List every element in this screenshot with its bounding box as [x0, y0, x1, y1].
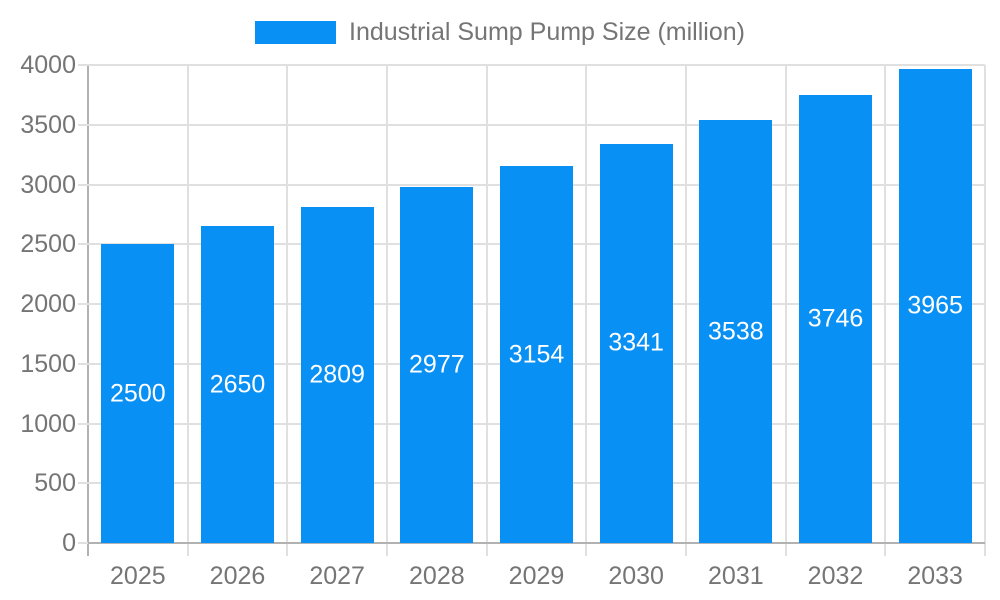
x-axis-label: 2029 [508, 562, 565, 590]
y-gridline [88, 123, 985, 126]
x-axis-label: 2025 [110, 562, 166, 590]
bar[interactable]: 2809 [300, 207, 374, 543]
y-axis-tick [78, 542, 88, 544]
y-axis-line [87, 65, 89, 556]
bar[interactable]: 3538 [699, 120, 773, 543]
x-gridline [485, 65, 488, 556]
bar-value-label: 3746 [807, 304, 864, 333]
y-axis-tick [78, 362, 88, 365]
y-axis-label: 2500 [20, 230, 76, 259]
bar-value-label: 2500 [110, 379, 166, 408]
bar-value-label: 2650 [209, 370, 266, 399]
x-gridline [784, 65, 787, 556]
bar-value-label: 3538 [708, 317, 764, 346]
y-axis-tick [78, 243, 88, 246]
y-axis-tick [78, 64, 88, 66]
bar[interactable]: 2977 [400, 187, 474, 543]
y-axis-tick [78, 123, 88, 126]
bar-value-label: 3965 [907, 291, 963, 320]
x-gridline [585, 65, 588, 556]
x-axis-label: 2031 [708, 562, 764, 590]
x-axis-baseline [88, 542, 985, 544]
y-axis-label: 3000 [20, 170, 76, 199]
x-axis-label: 2027 [309, 562, 365, 590]
bar[interactable]: 3341 [599, 143, 673, 543]
y-axis-label: 0 [62, 529, 76, 557]
y-axis-label: 1500 [20, 349, 76, 378]
x-gridline [186, 65, 189, 556]
x-gridline [984, 65, 986, 556]
bar-value-label: 2809 [309, 360, 365, 389]
legend-label: Industrial Sump Pump Size (million) [349, 17, 745, 46]
y-axis-label: 4000 [20, 51, 76, 79]
bar-value-label: 3154 [508, 340, 565, 369]
x-axis-label: 2033 [907, 562, 963, 590]
bar[interactable]: 2650 [201, 226, 274, 543]
x-gridline [286, 65, 289, 556]
y-gridline [88, 64, 985, 66]
x-axis-label: 2030 [608, 562, 664, 590]
x-axis-label: 2032 [807, 562, 864, 590]
x-gridline [884, 65, 887, 556]
y-axis-label: 1000 [20, 409, 76, 438]
y-axis-tick [78, 183, 88, 186]
bar-value-label: 2977 [409, 350, 465, 379]
bar[interactable]: 3965 [898, 69, 972, 543]
bar[interactable]: 3154 [500, 166, 573, 543]
y-axis-label: 2000 [20, 290, 76, 318]
x-gridline [386, 65, 388, 556]
x-axis-label: 2026 [209, 562, 266, 590]
bar-value-label: 3341 [608, 328, 664, 357]
y-axis-tick [78, 422, 88, 425]
y-axis-tick [78, 482, 88, 485]
x-axis-label: 2028 [409, 562, 465, 590]
plot-area: 0 500 1000 1500 2000 2500 3000 3500 4000 2500 2025… [20, 52, 986, 589]
x-gridline [685, 65, 687, 556]
bar[interactable]: 3746 [799, 95, 872, 543]
y-axis-label: 3500 [20, 110, 76, 139]
y-axis-tick [78, 303, 88, 305]
legend-swatch [255, 20, 336, 44]
y-axis-label: 500 [34, 469, 76, 498]
legend: Industrial Sump Pump Size (million) [0, 14, 1000, 50]
bar[interactable]: 2500 [101, 244, 175, 543]
